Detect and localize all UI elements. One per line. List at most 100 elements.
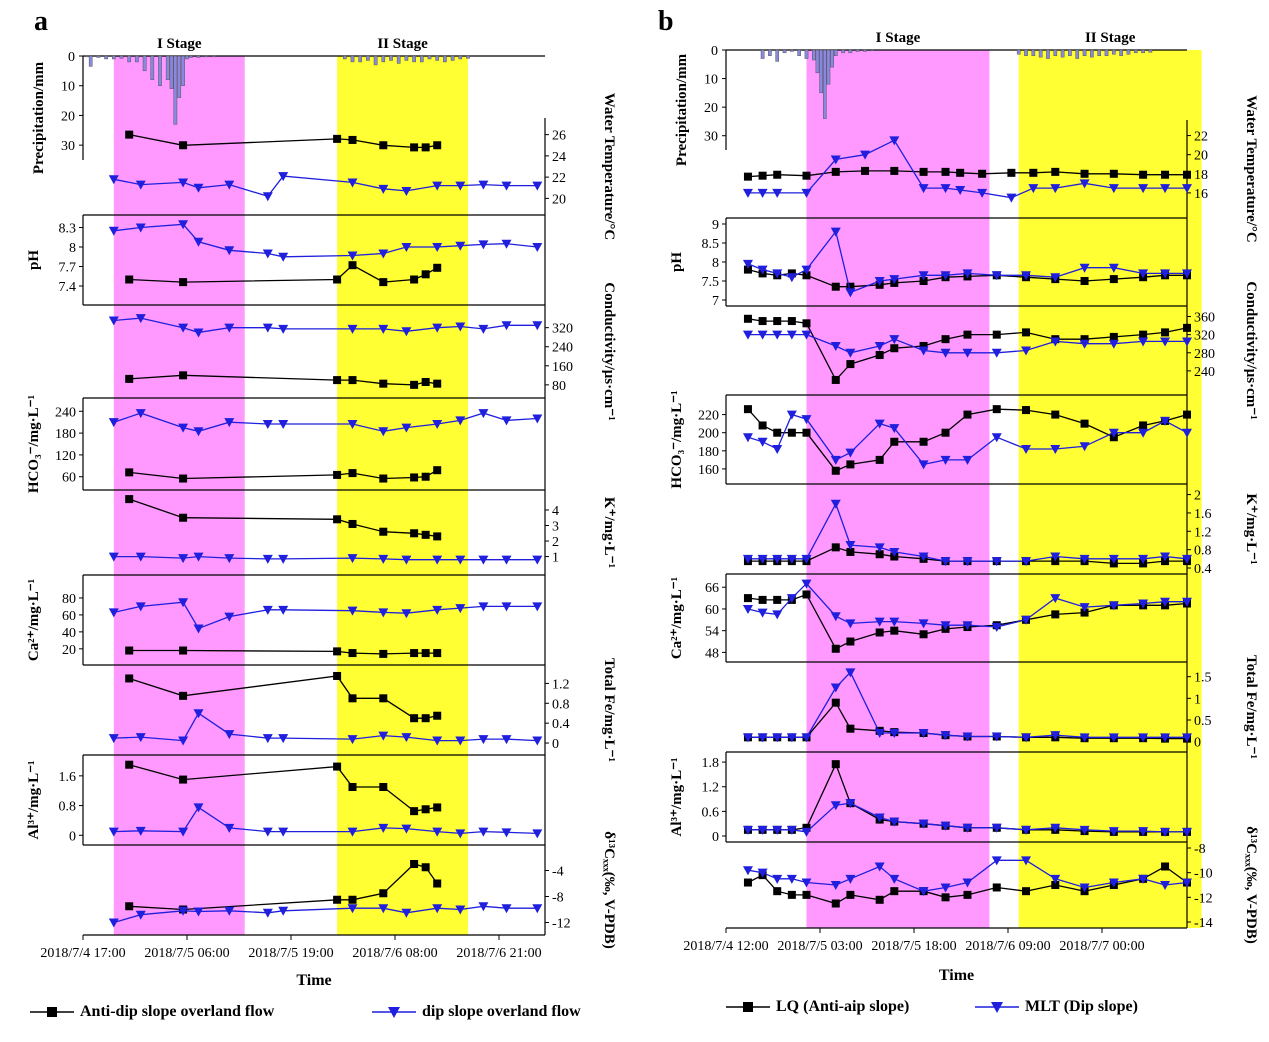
data-point-square <box>333 470 342 479</box>
precip-bar <box>119 55 124 59</box>
data-point-triangle <box>1138 269 1149 279</box>
legend-b-lq-label: LQ (Anti-aip slope) <box>776 998 910 1015</box>
data-point-square <box>941 893 950 902</box>
data-point-square <box>1183 170 1191 179</box>
data-point-square <box>1022 887 1031 896</box>
data-point-triangle <box>1050 337 1061 347</box>
data-point-square <box>1051 881 1060 889</box>
subplot-axis-title: K⁺/mg·L⁻¹ <box>601 497 617 568</box>
data-point-triangle <box>742 604 753 614</box>
data-point-triangle <box>962 348 973 358</box>
data-point-triangle <box>845 874 856 884</box>
subplot-tick-label: 0.8 <box>59 800 77 815</box>
data-point-square <box>846 460 855 469</box>
data-point-triangle <box>135 602 146 612</box>
data-point-triangle <box>178 178 189 188</box>
data-point-triangle <box>224 823 235 833</box>
data-point-square <box>1161 328 1170 337</box>
data-point-triangle <box>432 181 443 191</box>
data-point-triangle <box>135 733 146 743</box>
subplot-total_fe: 0 0.4 0.8 1.2 Total Fe/mg·L⁻¹ <box>83 658 617 762</box>
data-point-triangle <box>889 817 900 827</box>
data-point-triangle <box>874 617 885 627</box>
data-point-triangle <box>845 541 856 551</box>
data-point-triangle <box>940 348 951 358</box>
data-point-triangle <box>742 330 753 340</box>
data-point-triangle <box>962 269 973 279</box>
data-point-triangle <box>1021 733 1032 743</box>
subplot-ca: 20 40 60 80 Ca²⁺/mg·L⁻¹ <box>26 575 546 666</box>
data-point-triangle <box>278 252 289 262</box>
data-point-square <box>758 421 767 430</box>
data-point-triangle <box>742 188 753 198</box>
data-point-triangle <box>401 186 412 196</box>
subplot-tick-label: 0.4 <box>552 717 570 732</box>
precip-bar <box>782 49 787 54</box>
subplot-tick-label: 240 <box>552 341 573 356</box>
data-point-triangle <box>918 729 929 738</box>
data-point-triangle <box>860 150 871 160</box>
data-point-square <box>379 141 388 150</box>
data-point-triangle <box>1108 428 1119 438</box>
data-point-square <box>1080 169 1089 178</box>
data-point-triangle <box>889 729 900 738</box>
subplot-tick-label: 7.5 <box>702 275 720 290</box>
data-point-square <box>802 271 811 280</box>
subplot-tick-label: 4 <box>552 504 559 519</box>
data-point-triangle <box>1108 878 1119 888</box>
data-point-triangle <box>278 172 289 182</box>
data-point-square <box>1022 328 1031 337</box>
precip-bar <box>1053 49 1058 56</box>
data-point-square <box>379 278 388 287</box>
subplot-axis-title: Al³⁺/mg·L⁻¹ <box>669 758 685 837</box>
data-point-triangle <box>262 192 273 202</box>
subplot-tick-label: 20 <box>62 643 76 658</box>
data-point-square <box>333 762 342 771</box>
precip-bar <box>111 55 116 60</box>
x-tick-label: 2018/7/6 09:00 <box>965 939 1050 954</box>
data-point-triangle <box>940 271 951 281</box>
data-point-triangle <box>940 557 951 567</box>
data-point-triangle <box>501 555 512 565</box>
data-point-triangle <box>262 605 273 615</box>
subplot-tick-label: 1.8 <box>702 756 720 771</box>
data-point-square <box>1080 608 1089 617</box>
precip-bar <box>404 55 409 61</box>
data-point-triangle <box>1050 552 1061 562</box>
subplot-hco3: 60 120 180 240 HCO₃⁻/mg·L⁻¹ <box>26 395 546 493</box>
data-point-square <box>421 805 430 814</box>
data-point-triangle <box>772 188 783 198</box>
data-point-triangle <box>1182 827 1192 837</box>
data-point-triangle <box>1160 337 1171 347</box>
data-point-triangle <box>1021 615 1032 625</box>
data-point-triangle <box>108 418 119 428</box>
precip-bar <box>96 55 101 58</box>
data-point-triangle <box>1160 733 1171 743</box>
data-point-square <box>410 807 419 816</box>
data-point-square <box>1029 168 1038 177</box>
data-point-triangle <box>401 908 412 918</box>
precip-bar <box>343 55 347 60</box>
subplot-tick-label: 20 <box>1194 149 1208 164</box>
x-tick-label: 2018/7/6 21:00 <box>456 946 541 961</box>
data-point-triangle <box>991 623 1002 633</box>
data-point-square <box>433 711 442 720</box>
data-point-square <box>125 760 134 769</box>
data-point-triangle <box>108 226 119 236</box>
subplot-tick-label: -4 <box>552 865 564 880</box>
data-point-triangle <box>532 736 543 746</box>
data-point-square <box>1139 421 1148 430</box>
subplot-tick-label: 320 <box>1194 329 1215 344</box>
data-point-triangle <box>889 617 900 627</box>
data-point-triangle <box>845 619 856 629</box>
data-point-triangle <box>193 709 204 719</box>
data-point-square <box>831 167 840 176</box>
data-point-triangle <box>135 409 146 419</box>
data-point-triangle <box>889 874 900 884</box>
data-point-triangle <box>918 184 929 194</box>
data-point-square <box>1109 275 1118 284</box>
data-point-triangle <box>757 733 768 743</box>
data-point-triangle <box>193 328 204 338</box>
precip-bar <box>1068 49 1072 56</box>
data-point-square <box>802 890 811 899</box>
